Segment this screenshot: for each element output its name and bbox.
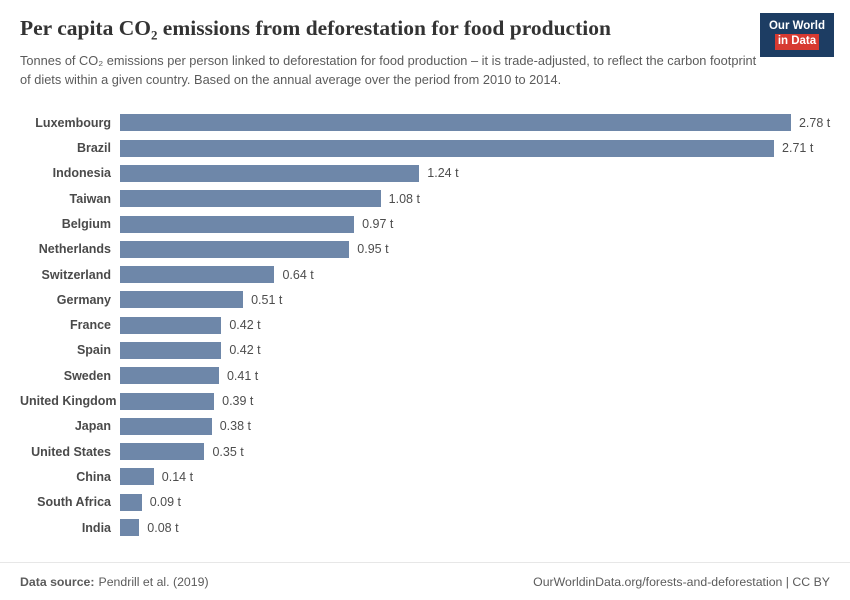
bar-row: South Africa 0.09 t [20, 490, 830, 515]
bar-row: Spain 0.42 t [20, 338, 830, 363]
bar-chart: Luxembourg 2.78 t Brazil 2.71 t Indonesia 1.2… [20, 110, 830, 540]
bar [120, 164, 420, 182]
value-label: 2.78 t [798, 115, 831, 130]
bar-row: Sweden 0.41 t [20, 363, 830, 388]
bar-track: 0.97 t [120, 211, 830, 236]
owid-url-link[interactable]: OurWorldinData.org/forests-and-deforesta… [533, 574, 830, 589]
bar-track: 0.42 t [120, 313, 830, 338]
owid-logo: Our World in Data [759, 13, 834, 57]
bar-row: Luxembourg 2.78 t [20, 110, 830, 135]
value-label: 0.35 t [212, 444, 244, 459]
bar-track: 0.39 t [120, 388, 830, 413]
bar [120, 291, 244, 309]
category-label: Belgium [61, 217, 111, 231]
bar-track: 2.78 t [120, 110, 830, 135]
bar [120, 519, 140, 537]
category-label: Germany [56, 292, 111, 307]
bar [120, 139, 775, 157]
bar-track: 0.35 t [120, 439, 830, 464]
value-label: 1.24 t [427, 166, 459, 181]
bar [120, 114, 791, 132]
bar-chart-rows: Luxembourg 2.78 t Brazil 2.71 t Indonesia 1.2… [20, 110, 830, 540]
value-label: 0.97 t [362, 217, 394, 231]
bar-row: Taiwan 1.08 t [20, 186, 830, 211]
category-label: Sweden [63, 368, 111, 383]
bar [120, 493, 142, 511]
category-label: India [81, 520, 111, 535]
category-label: Brazil [76, 141, 111, 156]
bar [120, 316, 222, 334]
bar-row: Belgium 0.97 t [20, 211, 830, 236]
category-label: Indonesia [52, 166, 111, 181]
value-label: 0.14 t [161, 469, 194, 484]
bar-track: 0.64 t [120, 262, 830, 287]
data-source: Data source: Pendrill et al. (2019) [20, 575, 209, 589]
bar [120, 215, 355, 233]
value-label: 2.71 t [782, 141, 814, 156]
bar-track: 0.95 t [120, 237, 830, 262]
category-label: South Africa [37, 495, 111, 510]
bar [120, 367, 219, 385]
category-label: United States [31, 444, 111, 459]
value-label: 0.38 t [219, 419, 251, 434]
logo-line-2: in Data [774, 34, 820, 50]
value-label: 0.51 t [251, 292, 283, 307]
category-label: United Kingdom [20, 394, 117, 409]
category-label: China [76, 469, 111, 484]
bar-track: 0.41 t [120, 363, 830, 388]
bar [120, 341, 222, 359]
chart-header: Per capita CO₂ emissions from deforestat… [20, 13, 834, 89]
bar-row: Switzerland 0.64 t [20, 262, 830, 287]
value-label: 1.08 t [388, 191, 420, 206]
value-label: 0.42 t [229, 343, 261, 358]
category-label: Taiwan [69, 191, 111, 206]
bar-row: Netherlands 0.95 t [20, 237, 830, 262]
bar-track: 0.14 t [120, 464, 830, 489]
bar-track: 0.51 t [120, 287, 830, 312]
bar [120, 443, 205, 461]
data-source-label: Data source: [20, 574, 95, 589]
bar-row: Indonesia 1.24 t [20, 161, 830, 186]
category-label: Netherlands [38, 242, 111, 257]
data-source-value: Pendrill et al. (2019) [98, 574, 209, 589]
bar-track: 0.08 t [120, 515, 830, 540]
value-label: 0.39 t [222, 394, 254, 409]
bar-track: 0.38 t [120, 414, 830, 439]
chart-subtitle: Tonnes of CO₂ emissions per person linke… [20, 52, 757, 87]
bar-row: China 0.14 t [20, 464, 830, 489]
page-title: Per capita CO₂ emissions from deforestat… [20, 16, 611, 40]
bar [120, 468, 154, 486]
bar-row: Germany 0.51 t [20, 287, 830, 312]
bar-row: United Kingdom 0.39 t [20, 388, 830, 413]
bar-track: 0.42 t [120, 338, 830, 363]
bar-track: 1.08 t [120, 186, 830, 211]
value-label: 0.41 t [226, 368, 259, 383]
value-label: 0.08 t [147, 520, 179, 535]
category-label: Spain [76, 343, 111, 358]
value-label: 0.95 t [357, 242, 389, 257]
bar-track: 2.71 t [120, 135, 830, 160]
category-label: Japan [74, 419, 111, 434]
category-label: France [70, 318, 111, 333]
bar [120, 266, 275, 284]
bar-row: Japan 0.38 t [20, 414, 830, 439]
category-label: Luxembourg [35, 115, 111, 130]
bar [120, 417, 212, 435]
bar-row: United States 0.35 t [20, 439, 830, 464]
category-label: Switzerland [41, 267, 111, 282]
value-label: 0.09 t [149, 495, 181, 510]
value-label: 0.42 t [229, 318, 261, 333]
chart-footer: Data source: Pendrill et al. (2019) OurWo… [0, 562, 850, 600]
bar [120, 190, 381, 208]
bar-row: Brazil 2.71 t [20, 135, 830, 160]
logo-line-1: Our World [768, 20, 825, 32]
bar [120, 392, 215, 410]
bar-track: 0.09 t [120, 490, 830, 515]
bar-row: India 0.08 t [20, 515, 830, 540]
bar [120, 240, 350, 258]
bar-track: 1.24 t [120, 161, 830, 186]
bar-row: France 0.42 t [20, 313, 830, 338]
value-label: 0.64 t [282, 267, 314, 282]
